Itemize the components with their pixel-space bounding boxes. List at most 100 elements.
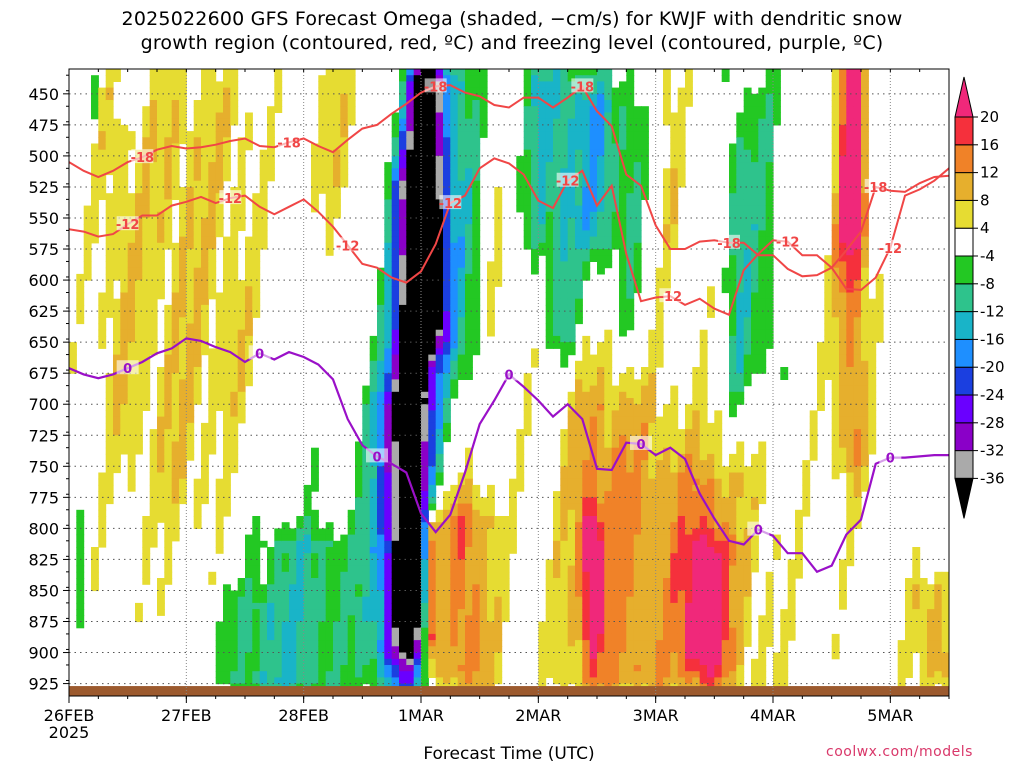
omega-cell [105, 249, 114, 256]
omega-cell [325, 658, 334, 666]
omega-cell [399, 360, 407, 368]
omega-cell [575, 236, 583, 244]
omega-cell [120, 242, 129, 250]
omega-cell [457, 273, 466, 281]
omega-cell [230, 677, 239, 685]
omega-cell [479, 677, 488, 685]
omega-cell [597, 69, 605, 76]
omega-cell [487, 323, 495, 331]
omega-cell [318, 633, 327, 641]
omega-cell [560, 671, 569, 678]
omega-cell [413, 280, 422, 287]
omega-cell [149, 224, 158, 231]
omega-cell [171, 534, 180, 542]
omega-cell [311, 559, 319, 567]
omega-cell [450, 360, 459, 368]
omega-cell [589, 559, 598, 567]
omega-cell [347, 646, 356, 654]
omega-cell [494, 199, 503, 207]
omega-cell [252, 646, 261, 654]
omega-cell [142, 180, 151, 188]
omega-cell [142, 559, 151, 567]
omega-cell [428, 422, 437, 430]
omega-cell [450, 93, 459, 101]
omega-cell [120, 205, 129, 213]
omega-cell [369, 422, 378, 430]
omega-cell [406, 609, 415, 616]
omega-cell [567, 671, 576, 678]
omega-cell [142, 199, 151, 207]
omega-cell [281, 571, 290, 579]
omega-cell [487, 286, 495, 294]
omega-cell [626, 652, 635, 660]
omega-cell [399, 391, 407, 399]
omega-cell [582, 478, 591, 486]
omega-cell [142, 124, 151, 132]
omega-cell [179, 354, 187, 362]
omega-cell [120, 261, 129, 269]
omega-cell [259, 162, 268, 169]
omega-cell [340, 565, 349, 573]
omega-cell [384, 379, 393, 387]
omega-cell [391, 267, 400, 275]
omega-cell [641, 484, 649, 492]
omega-cell [597, 236, 605, 244]
omega-cell [406, 193, 415, 200]
omega-cell [663, 590, 671, 598]
omega-cell [633, 553, 642, 560]
omega-cell [333, 578, 341, 585]
omega-cell [553, 652, 561, 660]
omega-cell [179, 255, 187, 262]
omega-cell [611, 193, 620, 200]
omega-cell [208, 261, 217, 269]
omega-cell [142, 571, 151, 579]
omega-cell [135, 422, 143, 430]
omega-cell [465, 559, 473, 567]
omega-cell [479, 596, 488, 604]
omega-cell [399, 131, 407, 138]
omega-cell [472, 646, 481, 654]
omega-cell [413, 249, 422, 256]
omega-cell [494, 609, 503, 616]
omega-cell [325, 565, 334, 573]
omega-cell [406, 100, 415, 107]
omega-cell [223, 640, 231, 647]
omega-cell [135, 205, 143, 213]
omega-cell [655, 329, 664, 337]
omega-cell [98, 335, 107, 343]
omega-cell [333, 633, 341, 641]
omega-cell [208, 187, 217, 194]
omega-cell [604, 665, 613, 672]
omega-cell [215, 100, 224, 107]
omega-cell [245, 367, 253, 374]
omega-cell [215, 658, 224, 666]
omega-cell [406, 379, 415, 387]
omega-cell [575, 261, 583, 269]
omega-cell [274, 671, 283, 678]
omega-cell [479, 590, 488, 598]
omega-cell [296, 540, 305, 548]
omega-cell [604, 385, 613, 393]
omega-cell [186, 199, 195, 207]
omega-cell [171, 335, 180, 343]
omega-cell [208, 373, 217, 380]
omega-cell [582, 242, 591, 250]
omega-cell [443, 571, 451, 579]
omega-cell [560, 435, 569, 443]
omega-cell [428, 671, 437, 678]
omega-cell [215, 671, 224, 678]
omega-cell [377, 466, 385, 474]
omega-cell [230, 404, 239, 411]
omega-cell [633, 453, 642, 461]
omega-cell [545, 93, 554, 101]
omega-cell [641, 187, 649, 194]
omega-cell [406, 571, 415, 579]
omega-cell [619, 106, 627, 113]
omega-cell [76, 596, 85, 604]
omega-cell [406, 267, 415, 275]
omega-cell [611, 559, 620, 567]
omega-cell [567, 528, 576, 536]
omega-cell [457, 665, 466, 672]
omega-cell [113, 149, 121, 157]
omega-cell [494, 652, 503, 660]
